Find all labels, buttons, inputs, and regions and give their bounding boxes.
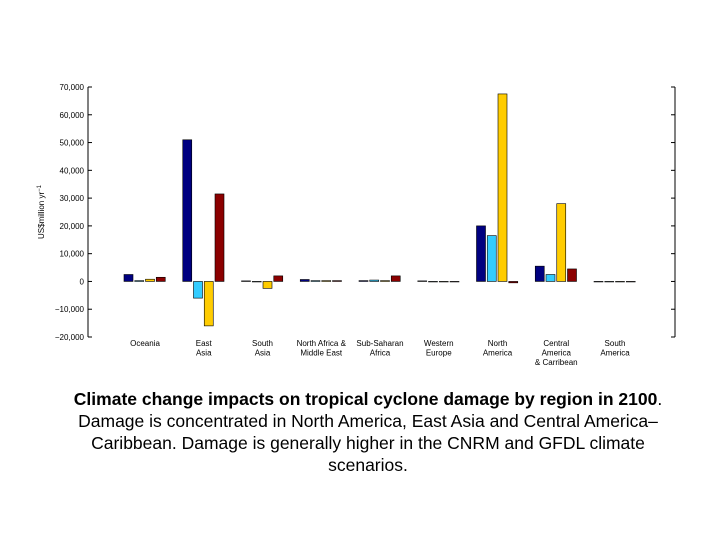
y-tick-label: 50,000 — [60, 139, 85, 148]
bar — [321, 280, 332, 282]
bar — [182, 139, 193, 282]
x-tick-label: Europe — [426, 349, 452, 358]
bar — [262, 281, 273, 289]
bar — [193, 281, 203, 299]
x-tick-label: Asia — [255, 349, 271, 358]
y-tick-label: 0 — [80, 277, 85, 286]
bar — [241, 280, 251, 282]
y-tick-label: −10,000 — [55, 305, 85, 314]
y-label-sup: −1 — [37, 184, 43, 192]
caption-text: . Damage is concentrated in North Americ… — [78, 389, 663, 475]
bar — [449, 281, 460, 283]
bar — [508, 281, 519, 284]
bar — [273, 275, 284, 282]
bar — [497, 93, 508, 282]
x-tick-label: Central — [543, 339, 569, 348]
bar — [155, 276, 166, 282]
bar — [310, 280, 321, 282]
x-tick-label: South — [252, 339, 273, 348]
bar — [486, 235, 497, 282]
y-tick-label: −20,000 — [55, 333, 85, 342]
bar — [428, 281, 438, 283]
y-tick-label: 60,000 — [60, 111, 85, 120]
bar — [604, 281, 615, 283]
y-tick-label: 10,000 — [60, 250, 85, 259]
x-tick-label: North — [488, 339, 508, 348]
bar — [625, 281, 636, 283]
bar — [593, 281, 604, 283]
x-tick-label: Africa — [370, 349, 391, 358]
bar — [369, 279, 380, 282]
bar — [615, 281, 625, 283]
bar — [145, 278, 155, 282]
y-label: US$million yr — [37, 192, 46, 239]
bar — [214, 193, 225, 282]
bar — [380, 280, 390, 282]
bar — [358, 280, 369, 282]
bar — [332, 280, 342, 282]
x-tick-label: Sub-Saharan — [356, 339, 403, 348]
y-tick-label: 30,000 — [60, 194, 85, 203]
bar — [476, 225, 486, 282]
bar — [123, 274, 134, 282]
chart: US$million yr−1 −20,000 −10,000 0 10,000 20,… — [37, 83, 676, 367]
bar — [417, 280, 428, 282]
bar — [251, 281, 262, 283]
caption: Climate change impacts on tropical cyclo… — [60, 388, 676, 476]
x-tick-label: America — [600, 349, 630, 358]
x-tick-label: America — [542, 349, 572, 358]
bar — [390, 275, 401, 282]
x-tick-label: & Carribean — [535, 358, 578, 367]
x-tick-label: North Africa & — [297, 339, 347, 348]
bar — [203, 281, 214, 327]
caption-bold: Climate change impacts on tropical cyclo… — [73, 389, 658, 409]
x-tick-label: South — [605, 339, 626, 348]
x-tick-label: Western — [424, 339, 454, 348]
bar — [134, 280, 145, 282]
bar — [556, 203, 567, 282]
bar — [545, 274, 556, 282]
bar — [438, 281, 449, 283]
x-tick-label: Asia — [196, 349, 212, 358]
bar — [534, 265, 545, 282]
y-tick-label: 20,000 — [60, 222, 85, 231]
bar — [567, 268, 577, 282]
y-tick-label: 70,000 — [60, 83, 85, 92]
bar — [299, 279, 310, 282]
x-tick-label: America — [483, 349, 513, 358]
y-axis-label: US$million yr−1 — [37, 184, 46, 239]
x-tick-label: East — [196, 339, 213, 348]
x-tick-label: Middle East — [300, 349, 343, 358]
x-tick-label: Oceania — [130, 339, 160, 348]
y-tick-label: 40,000 — [60, 166, 85, 175]
